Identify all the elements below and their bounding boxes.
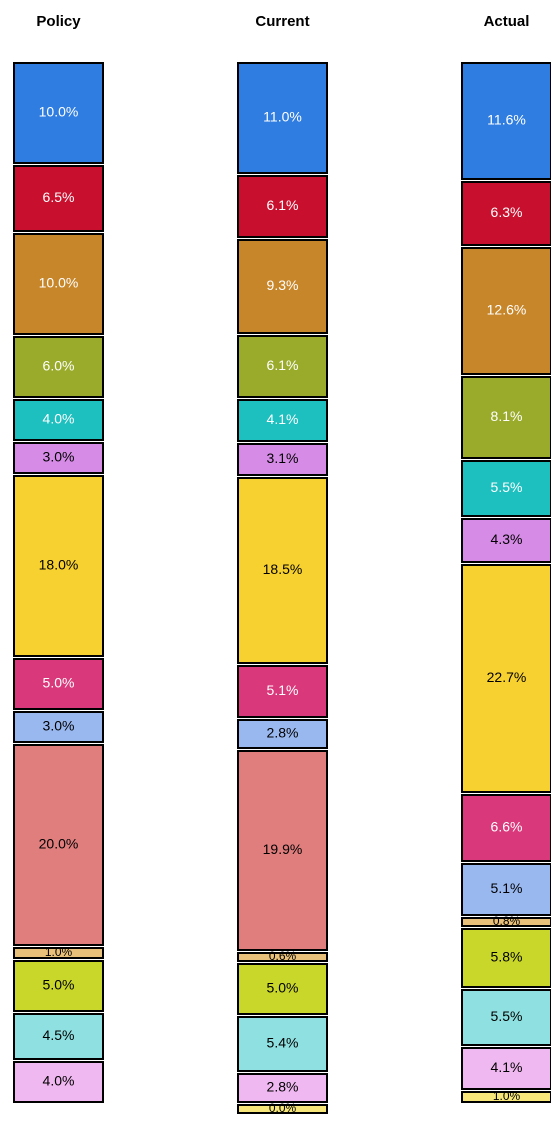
segment bbox=[13, 744, 104, 946]
segment-label: 11.6% bbox=[487, 112, 526, 128]
segment bbox=[13, 947, 104, 959]
segment-label: 3.1% bbox=[267, 450, 299, 466]
segment-label: 5.0% bbox=[267, 980, 299, 996]
segment bbox=[461, 181, 551, 246]
segment-label: 5.5% bbox=[491, 1008, 523, 1024]
segment-label: 0.8% bbox=[493, 914, 521, 928]
segment-label: 6.5% bbox=[43, 189, 75, 205]
segment-label: 8.1% bbox=[491, 408, 523, 424]
segment bbox=[13, 233, 104, 335]
segment-label: 4.0% bbox=[43, 1073, 75, 1089]
segment bbox=[461, 376, 551, 459]
segment-label: 5.1% bbox=[267, 682, 299, 698]
column-title: Policy bbox=[36, 13, 81, 30]
segment bbox=[461, 62, 551, 180]
segment-label: 3.0% bbox=[43, 449, 75, 465]
segment-label: 18.5% bbox=[263, 561, 303, 577]
segment bbox=[237, 665, 328, 718]
segment bbox=[237, 175, 328, 238]
segment-label: 2.8% bbox=[267, 725, 299, 741]
segment-label: 0.6% bbox=[269, 949, 297, 963]
segment bbox=[13, 960, 104, 1012]
segment bbox=[461, 928, 551, 988]
segment bbox=[13, 1013, 104, 1060]
segment-label: 5.0% bbox=[43, 675, 75, 691]
segment-label: 4.0% bbox=[43, 411, 75, 427]
segment bbox=[237, 62, 328, 174]
column-title: Current bbox=[255, 13, 309, 30]
segment bbox=[237, 963, 328, 1015]
segment-label: 5.0% bbox=[43, 977, 75, 993]
segment-label: 4.3% bbox=[491, 531, 523, 547]
segment-label: 4.5% bbox=[43, 1027, 75, 1043]
segment-label: 11.0% bbox=[263, 109, 302, 125]
segment-label: 5.1% bbox=[491, 880, 523, 896]
segment bbox=[461, 518, 551, 563]
segment-label: 1.0% bbox=[493, 1089, 521, 1103]
segment-label: 4.1% bbox=[491, 1059, 523, 1075]
segment bbox=[13, 475, 104, 657]
segment-label: 2.8% bbox=[267, 1079, 299, 1095]
segment-label: 5.8% bbox=[491, 949, 523, 965]
segment-label: 0.0% bbox=[269, 1101, 297, 1115]
segment bbox=[13, 62, 104, 164]
segment bbox=[237, 1104, 328, 1114]
segment-label: 12.6% bbox=[487, 302, 527, 318]
segment-label: 10.0% bbox=[39, 275, 79, 291]
segment bbox=[237, 477, 328, 664]
segment bbox=[461, 564, 551, 793]
segment bbox=[237, 952, 328, 962]
segment-label: 6.3% bbox=[491, 204, 523, 220]
segment bbox=[461, 460, 551, 517]
segment-label: 9.3% bbox=[267, 277, 299, 293]
segment-label: 19.9% bbox=[263, 841, 303, 857]
segment-label: 4.1% bbox=[267, 411, 299, 427]
segment-label: 6.0% bbox=[43, 358, 75, 374]
segment bbox=[13, 658, 104, 710]
segment-label: 10.0% bbox=[39, 104, 79, 120]
segment bbox=[237, 750, 328, 951]
segment bbox=[461, 863, 551, 916]
segment bbox=[237, 1073, 328, 1103]
segment-label: 6.1% bbox=[267, 357, 299, 373]
column-title: Actual bbox=[484, 13, 530, 30]
segment bbox=[237, 399, 328, 442]
segment-label: 6.6% bbox=[491, 819, 523, 835]
segment bbox=[461, 1047, 551, 1090]
segment-label: 20.0% bbox=[39, 836, 79, 852]
segment bbox=[13, 336, 104, 398]
segment-label: 5.4% bbox=[267, 1035, 299, 1051]
segment bbox=[237, 443, 328, 476]
segment bbox=[461, 794, 551, 862]
segment bbox=[13, 711, 104, 743]
segment bbox=[13, 399, 104, 441]
segment bbox=[13, 165, 104, 232]
segment bbox=[237, 719, 328, 749]
segment bbox=[13, 442, 104, 474]
segment bbox=[461, 917, 551, 927]
segment-label: 3.0% bbox=[43, 718, 75, 734]
segment bbox=[237, 335, 328, 398]
segment bbox=[13, 1061, 104, 1103]
segment-label: 22.7% bbox=[487, 669, 527, 685]
segment bbox=[237, 239, 328, 334]
segment bbox=[237, 1016, 328, 1072]
segment bbox=[461, 1091, 551, 1103]
segment bbox=[461, 247, 551, 375]
segment-label: 18.0% bbox=[39, 557, 79, 573]
segment bbox=[461, 989, 551, 1046]
segment-label: 5.5% bbox=[491, 479, 523, 495]
segment-label: 1.0% bbox=[45, 945, 73, 959]
segment-label: 6.1% bbox=[267, 197, 299, 213]
